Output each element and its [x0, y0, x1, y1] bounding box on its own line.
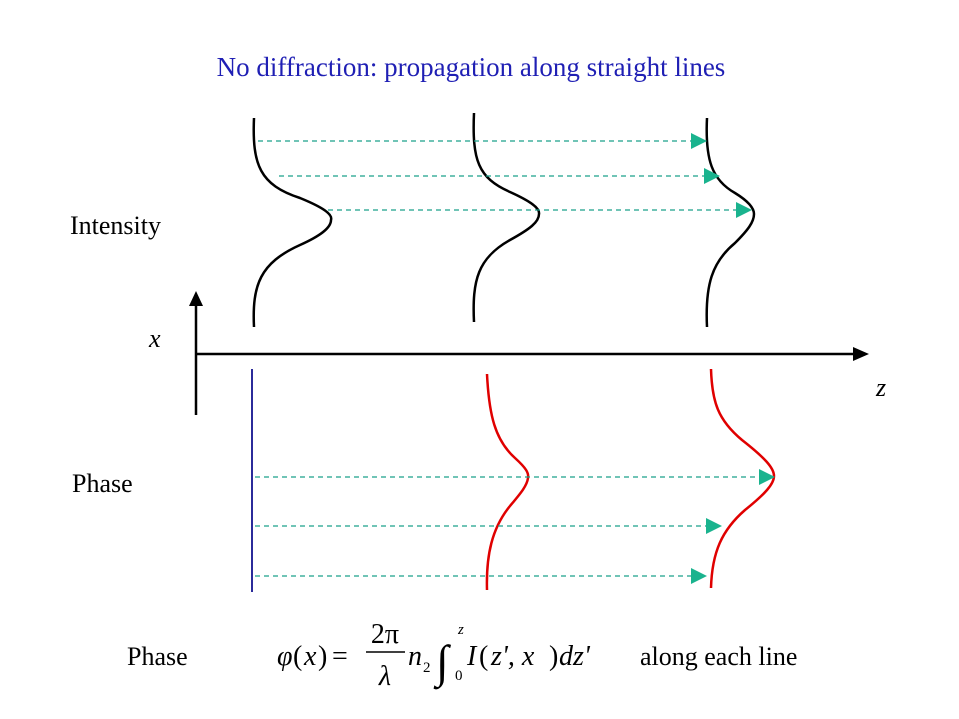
- equation-suffix: along each line: [640, 642, 797, 671]
- equation-numerator: 2π: [371, 619, 399, 650]
- intensity-label: Intensity: [70, 211, 161, 240]
- ray-arrowhead: [704, 168, 720, 184]
- z-axis-arrowhead: [853, 347, 869, 361]
- intensity-profile-2: [472, 112, 541, 323]
- phase-ray-2: [255, 518, 722, 534]
- equation-n: n: [408, 641, 422, 672]
- phase-equation: Phase φ ( x ) = 2π λ n 2 ∫ z 0 I ( z', x…: [127, 619, 797, 692]
- equation-phi: φ: [277, 641, 293, 672]
- ray-arrowhead: [691, 568, 707, 584]
- ray-arrowhead: [691, 133, 707, 149]
- axes: x z: [148, 291, 886, 415]
- equation-args-close: ): [549, 641, 558, 672]
- intensity-ray-3: [328, 202, 752, 218]
- title: No diffraction: propagation along straig…: [217, 52, 726, 82]
- equation-equals: =: [332, 641, 348, 672]
- x-axis-label: x: [148, 324, 161, 353]
- ray-arrowhead: [736, 202, 752, 218]
- z-axis-label: z: [875, 373, 886, 402]
- phase-label: Phase: [72, 469, 133, 498]
- equation-x: x: [303, 641, 317, 672]
- intensity-profiles: [252, 112, 756, 328]
- integral-upper-limit: z: [457, 622, 464, 638]
- equation-label: Phase: [127, 642, 188, 671]
- intensity-ray-2: [279, 168, 720, 184]
- integral-lower-limit: 0: [455, 668, 463, 684]
- x-axis-arrowhead: [189, 291, 203, 306]
- equation-n-subscript: 2: [423, 660, 431, 676]
- ray-arrowhead: [706, 518, 722, 534]
- propagation-rays: [255, 133, 775, 584]
- intensity-profile-1: [252, 117, 333, 328]
- phase-profile-1: [485, 373, 530, 591]
- equation-args: z', x: [490, 641, 535, 672]
- intensity-ray-1: [258, 133, 707, 149]
- equation-paren-close: ): [318, 641, 327, 672]
- equation-I: I: [466, 641, 478, 672]
- phase-profile-2: [709, 368, 776, 589]
- phase-ray-1: [255, 469, 775, 485]
- ray-arrowhead: [759, 469, 775, 485]
- equation-dz: dz': [559, 641, 591, 672]
- phase-profiles: [485, 368, 776, 591]
- equation-denominator: λ: [378, 661, 391, 692]
- equation-args-open: (: [479, 641, 488, 672]
- intensity-profile-3: [705, 117, 756, 328]
- integral-sign: ∫: [433, 636, 451, 690]
- phase-ray-3: [255, 568, 707, 584]
- equation-paren-open: (: [293, 641, 302, 672]
